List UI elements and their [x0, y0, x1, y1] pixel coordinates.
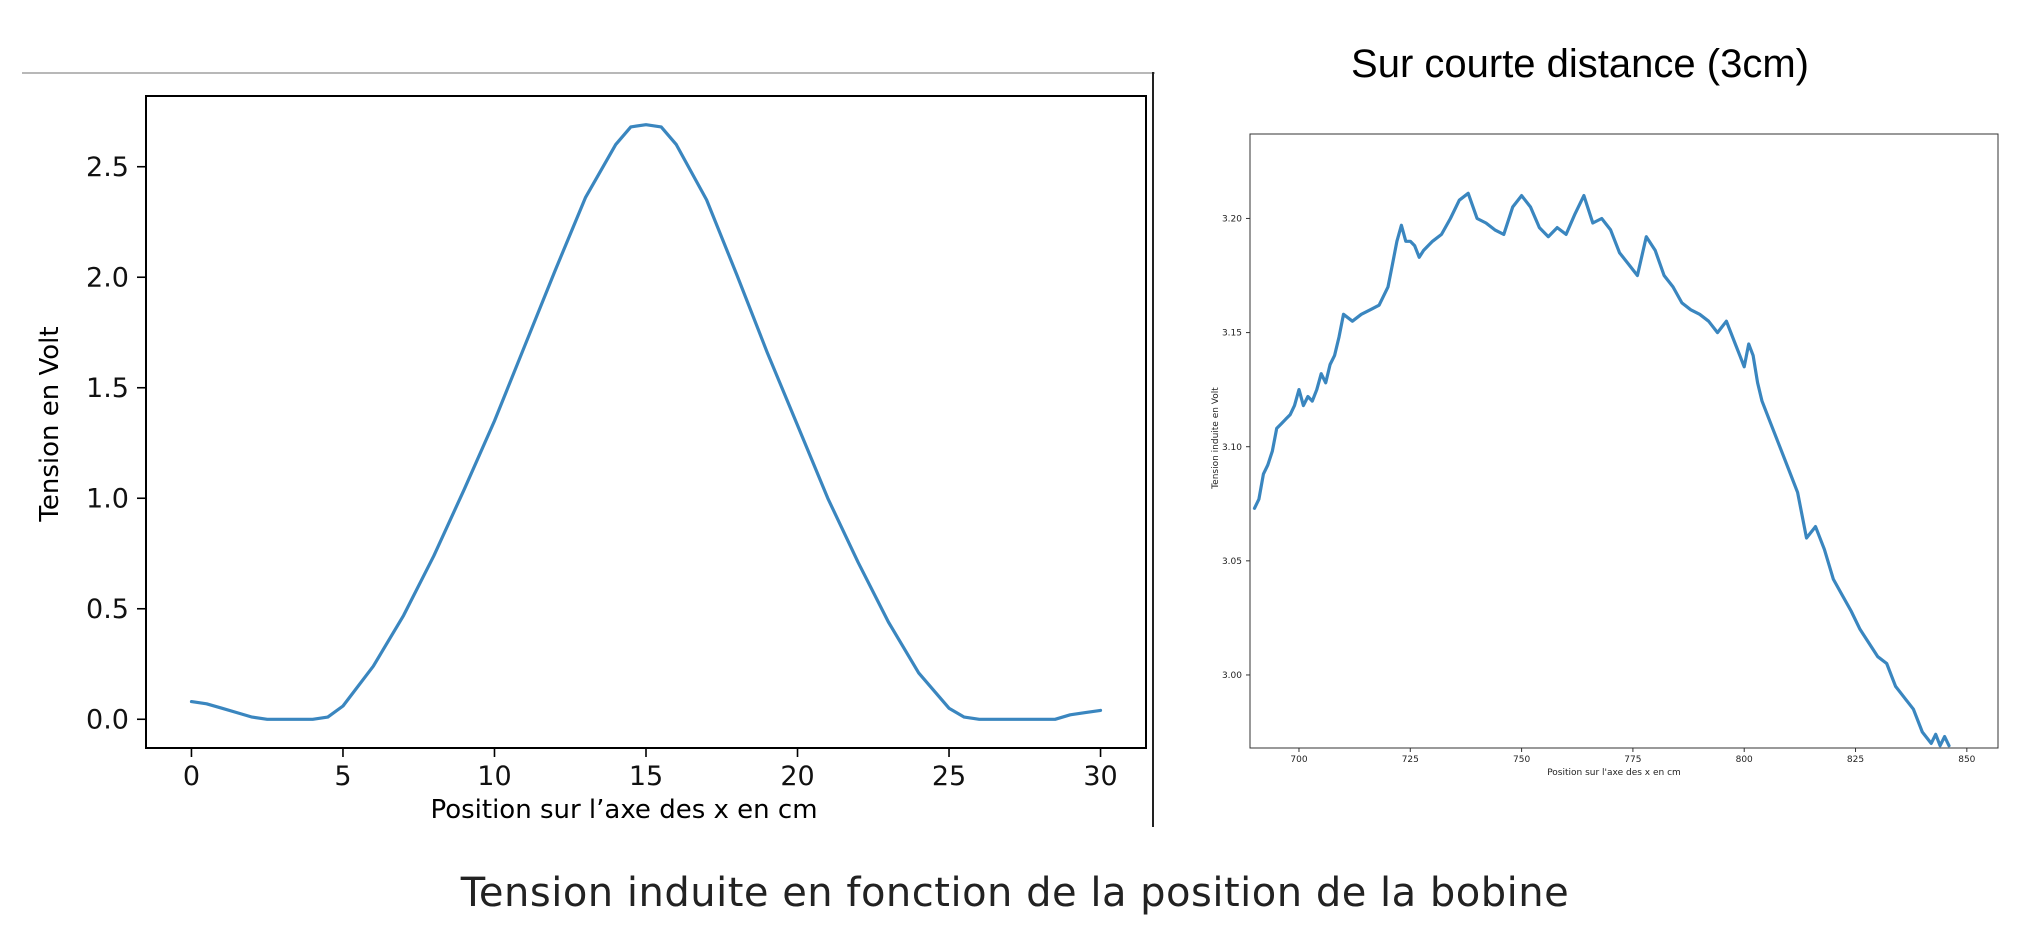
- chart1-y-tick-label: 2.5: [86, 152, 129, 183]
- chart2-y-tick-label: 3.05: [1222, 557, 1242, 567]
- chart1-series-line: [189, 123, 1103, 721]
- chart1-y-tick-label: 0.5: [86, 594, 129, 625]
- chart2-y-tick-label: 3.15: [1222, 329, 1242, 339]
- chart1-x-tick-label: 0: [183, 761, 200, 792]
- chart2-x-tick-label: 700: [1290, 755, 1307, 765]
- chart1-x-axis-label: Position sur l’axe des x en cm: [430, 795, 817, 825]
- chart2-series-line: [1252, 191, 1951, 748]
- chart2-y-tick-label: 3.20: [1222, 215, 1242, 225]
- chart1-y-tick-label: 1.0: [86, 484, 129, 515]
- separator-line-horizontal: [22, 72, 1155, 74]
- chart1-y-tick-label: 0.0: [86, 705, 129, 736]
- chart1-x-tick-label: 20: [780, 761, 814, 792]
- chart2-title: Sur courte distance (3cm): [1351, 42, 1809, 86]
- chart2-x-tick-label: 775: [1624, 755, 1641, 765]
- chart2-y-axis-label: Tension induite en Volt: [1211, 387, 1221, 490]
- chart1-x-tick-label: 15: [629, 761, 663, 792]
- chart2-x-tick-label: 825: [1847, 755, 1864, 765]
- chart1-x-tick-label: 30: [1083, 761, 1117, 792]
- chart1-y-axis-label: Tension en Volt: [35, 326, 65, 522]
- chart2-y-tick-label: 3.10: [1222, 443, 1242, 453]
- chart2-y-tick-label: 3.00: [1222, 671, 1242, 681]
- chart2-x-tick-label: 725: [1402, 755, 1419, 765]
- chart2-x-tick-label: 800: [1736, 755, 1753, 765]
- figure-caption: Tension induite en fonction de la positi…: [460, 870, 1570, 916]
- chart1-x-tick-label: 25: [932, 761, 966, 792]
- chart2-x-tick-label: 750: [1513, 755, 1530, 765]
- separator-line-vertical: [1152, 72, 1154, 827]
- chart2-x-axis-label: Position sur l'axe des x en cm: [1547, 768, 1681, 778]
- chart1-marks: 0 5 10 15 20 25 30 0.0 0.5 1.0 1.5 2.0 2.5: [86, 95, 1147, 792]
- chart1-x-tick-label: 10: [477, 761, 511, 792]
- chart1-y-tick-label: 1.5: [86, 373, 129, 404]
- chart2-x-tick-label: 850: [1958, 755, 1975, 765]
- chart1-x-tick-label: 5: [334, 761, 351, 792]
- chart2-plot-frame: [1249, 133, 1999, 749]
- chart1-y-tick-label: 2.0: [86, 263, 129, 294]
- chart2-marks: 700 725 750 775 800 825 850 3.00 3.05 3.10 3.15 3.2…: [1222, 133, 1999, 765]
- chart-tension-short-range: 700 725 750 775 800 825 850 3.00 3.05 3.10 3.15 3.2…: [1211, 133, 1999, 778]
- chart-tension-full-range: 0 5 10 15 20 25 30 0.0 0.5 1.0 1.5 2.0 2.5 Position …: [35, 95, 1147, 825]
